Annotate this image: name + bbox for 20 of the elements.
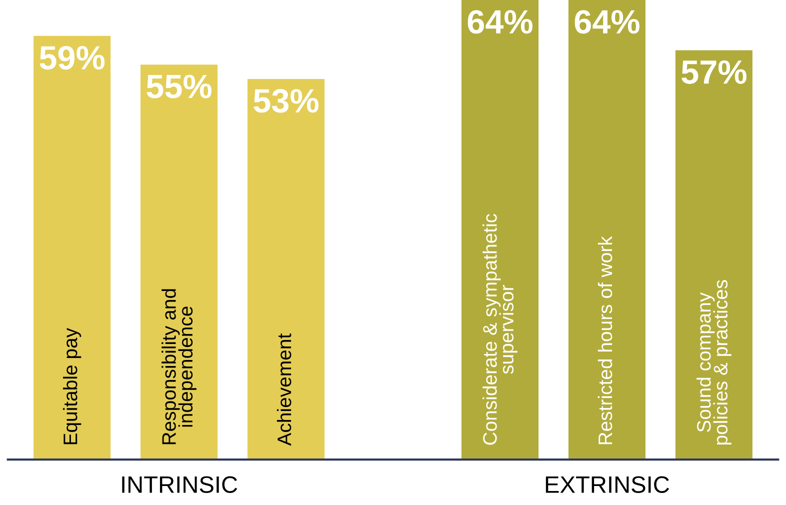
data-label: 64% xyxy=(574,10,640,34)
text: EXTRINSIC xyxy=(546,476,670,493)
bar xyxy=(568,0,646,460)
text: INTRINSIC xyxy=(122,476,238,493)
x-tick-label: Responsibility and independence xyxy=(162,289,196,444)
bar xyxy=(675,50,752,460)
data-label: 55% xyxy=(146,74,212,98)
data-label: 59% xyxy=(40,46,105,70)
bar xyxy=(248,78,325,460)
bar xyxy=(140,64,218,460)
data-label: 64% xyxy=(468,10,532,34)
data-label: 53% xyxy=(254,89,318,113)
x-tick-label: Considerate & sympathetic supervisor xyxy=(482,214,518,445)
x-tick-label: Achievement xyxy=(276,334,292,446)
data-label: 57% xyxy=(682,60,746,84)
x-tick-label: Equitable pay xyxy=(62,328,82,444)
bar xyxy=(461,0,538,460)
x-tick-label: Restricted hours of work xyxy=(598,236,612,444)
x-tick-label: Sound company policies & practices xyxy=(696,280,732,445)
bar xyxy=(34,36,111,460)
